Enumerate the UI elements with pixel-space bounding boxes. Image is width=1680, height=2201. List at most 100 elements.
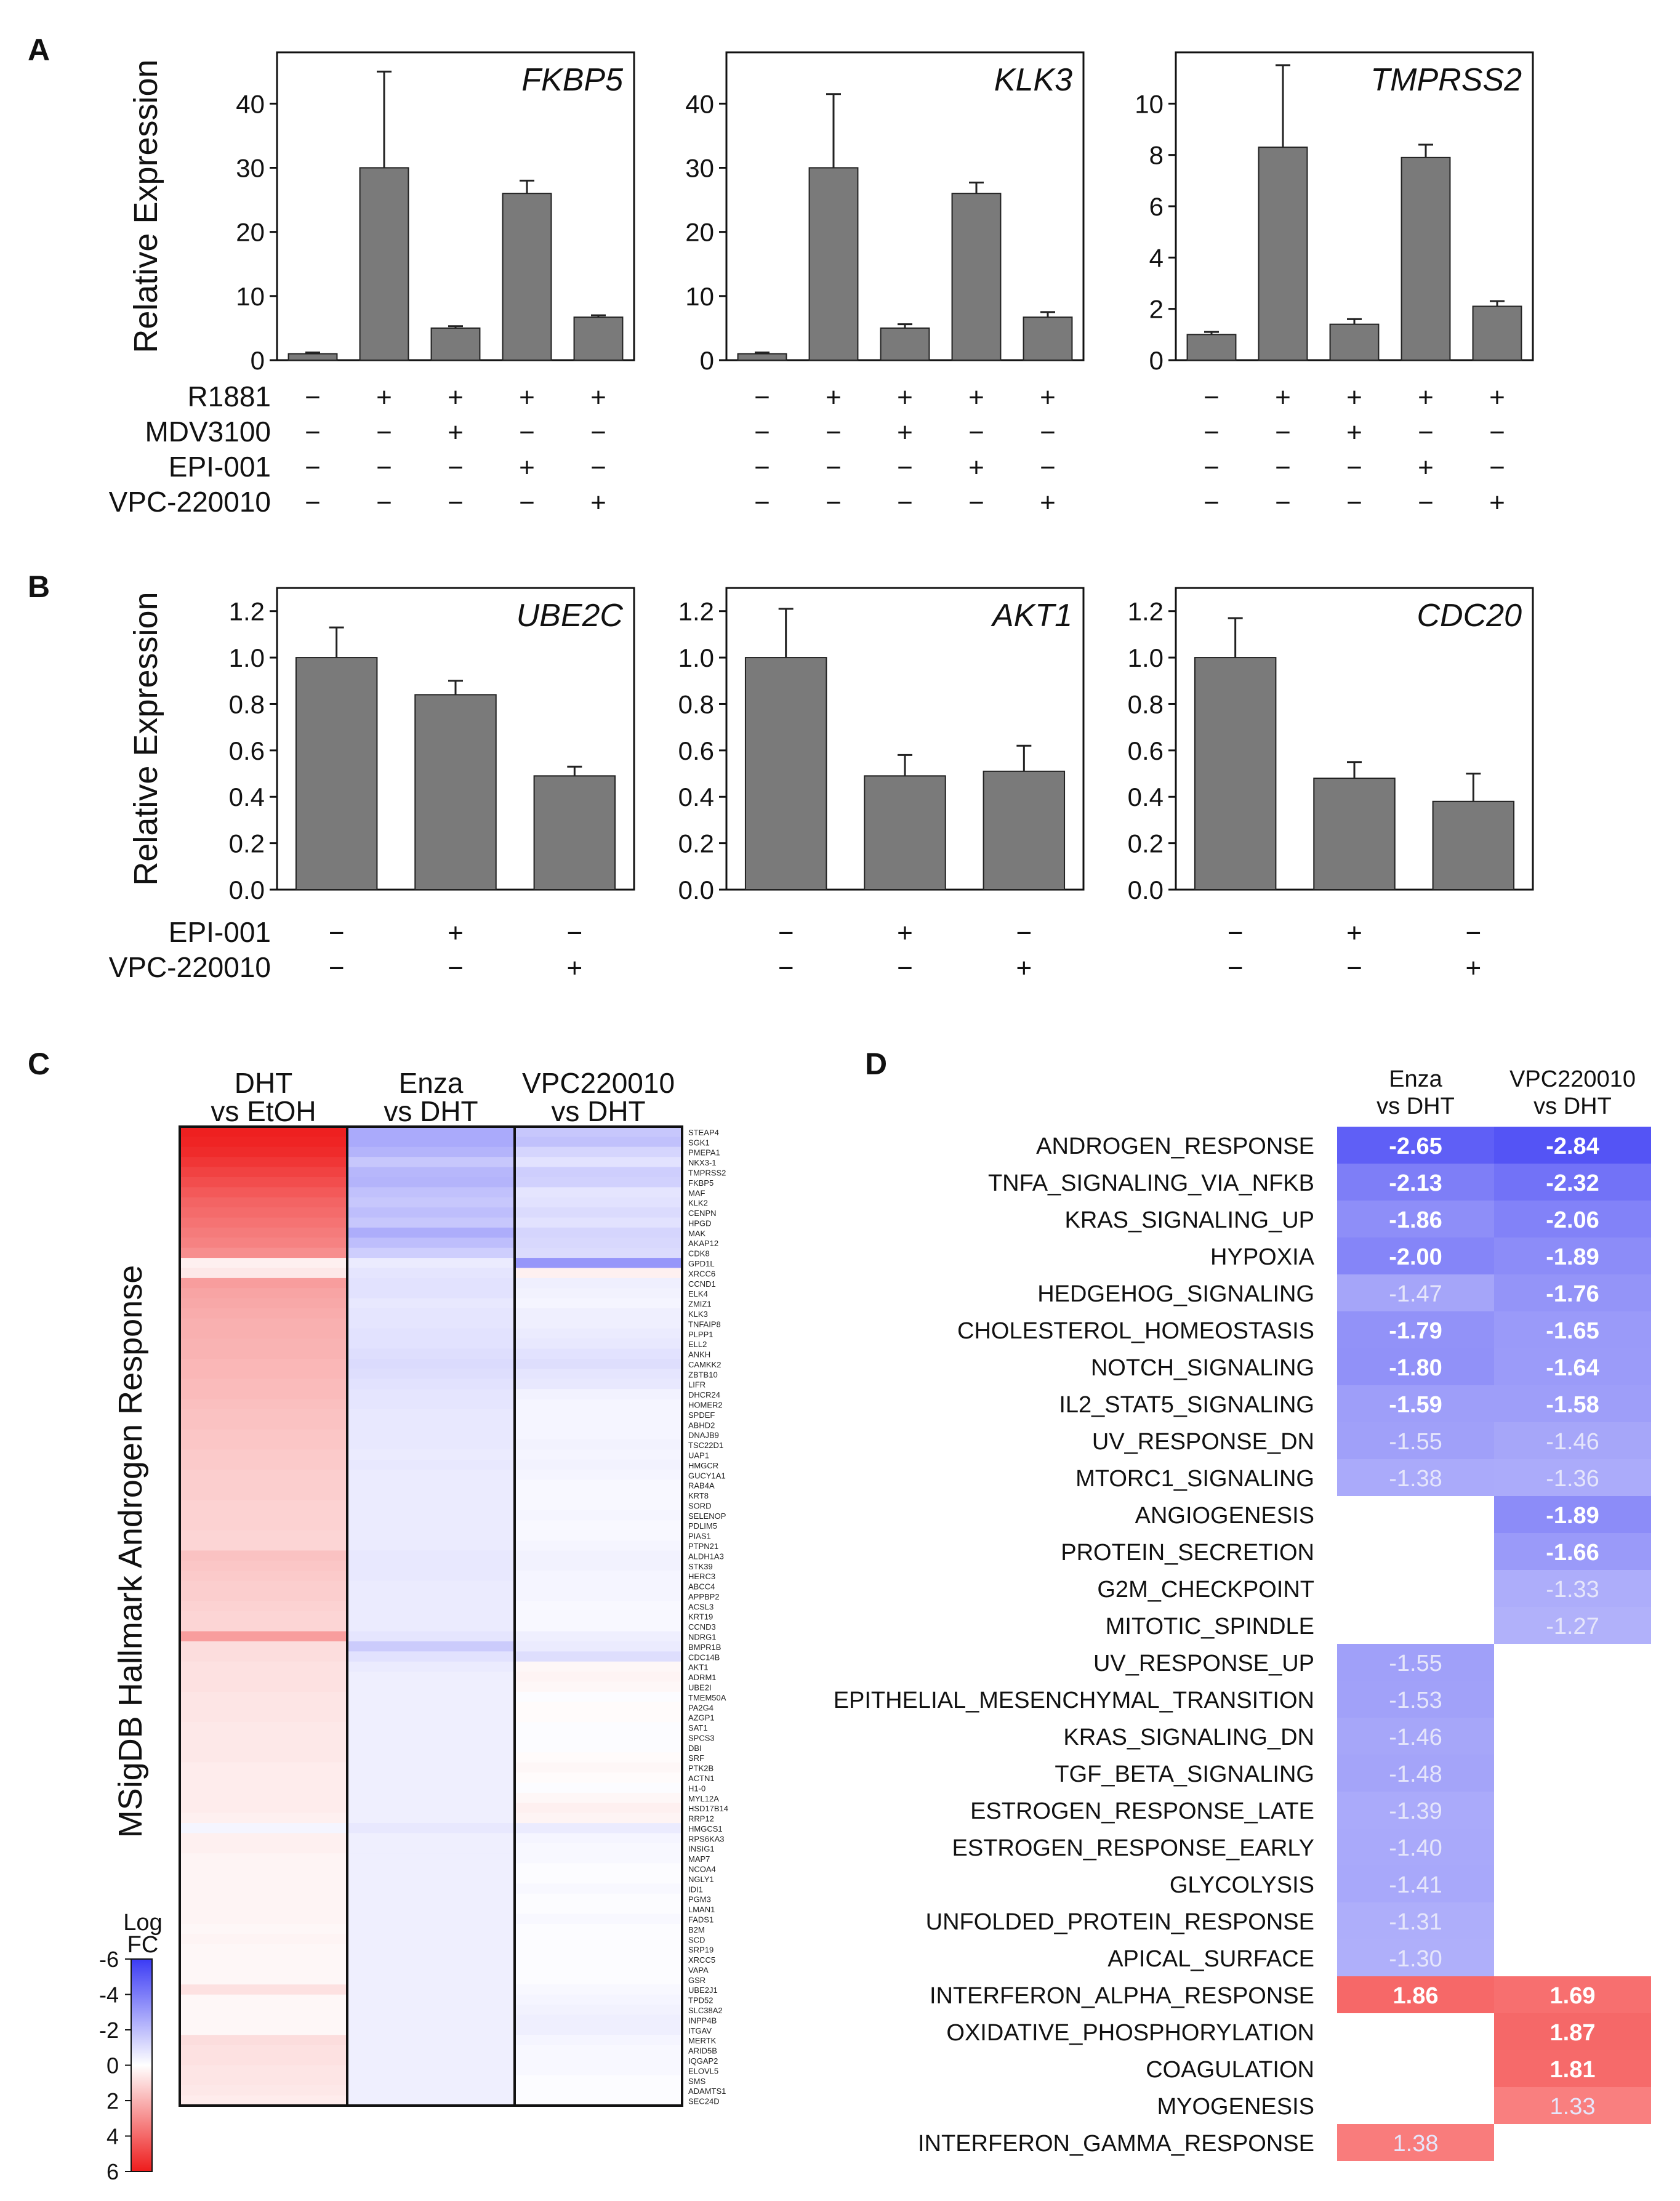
nes-cell xyxy=(1494,1607,1651,1644)
gene-label: XRCC6 xyxy=(688,1269,715,1278)
heatmap-cell xyxy=(515,1651,683,1662)
treatment-sign: − xyxy=(1204,417,1220,448)
panel-d-table: Enza vs DHT VPC220010 vs DHT ANDROGEN_RESPON… xyxy=(834,1066,1651,2161)
heatmap-cell xyxy=(347,1137,515,1148)
gene-label: NDRG1 xyxy=(688,1633,717,1642)
gene-label: IQGAP2 xyxy=(688,2056,718,2066)
table-column-header: Enza vs DHT xyxy=(1377,1066,1455,1119)
treatment-sign: + xyxy=(376,382,392,412)
heatmap-cell xyxy=(347,1217,515,1228)
heatmap-cell xyxy=(180,1853,348,1864)
bar xyxy=(744,657,827,890)
colorbar-tick-label: -4 xyxy=(99,1982,119,2008)
bar xyxy=(864,775,946,891)
heatmap-cell xyxy=(347,1672,515,1683)
heatmap-cell xyxy=(515,1146,683,1157)
gene-label: CAMKK2 xyxy=(688,1360,721,1369)
heatmap-cell xyxy=(180,2035,348,2046)
heatmap-cell xyxy=(180,1459,348,1470)
pathway-name: UNFOLDED_PROTEIN_RESPONSE xyxy=(926,1909,1314,1935)
heatmap-cell xyxy=(180,1268,348,1279)
gene-label: ABHD2 xyxy=(688,1420,715,1430)
heatmap-cell xyxy=(180,2014,348,2026)
heatmap-cell xyxy=(515,1873,683,1884)
treatment-sign: − xyxy=(448,488,464,518)
gene-label: SORD xyxy=(688,1501,712,1510)
y-tick-label: 1.0 xyxy=(1128,643,1164,672)
heatmap-cell xyxy=(180,1863,348,1874)
heatmap-cell xyxy=(515,1580,683,1591)
gene-label: TNFAIP8 xyxy=(688,1319,721,1329)
heatmap-cell xyxy=(347,1923,515,1934)
y-tick-label: 0.8 xyxy=(229,690,265,718)
heatmap-cell xyxy=(180,1893,348,1904)
nes-value: -1.31 xyxy=(1389,1909,1442,1935)
heatmap-cell xyxy=(515,1399,683,1410)
y-tick-label: 0.6 xyxy=(1128,736,1164,765)
heatmap-cell xyxy=(515,1792,683,1803)
panel-c-heatmap: DHT vs EtOH Enza vs DHT VPC220010 vs DHT STEAP… xyxy=(99,1067,728,2184)
nes-cell xyxy=(1494,1311,1651,1348)
treatment-sign: + xyxy=(1418,453,1434,483)
heatmap-cell xyxy=(515,1772,683,1784)
y-tick-label: 0.4 xyxy=(678,783,714,811)
heatmap-cell xyxy=(180,1470,348,1481)
heatmap-cell xyxy=(180,1510,348,1521)
bar xyxy=(1401,156,1451,361)
heatmap-cell xyxy=(180,1621,348,1632)
heatmap-cell xyxy=(515,1318,683,1329)
gene-label: B2M xyxy=(688,1925,705,1934)
gene-label: NCOA4 xyxy=(688,1865,716,1874)
heatmap-cell xyxy=(347,1439,515,1451)
nes-value: -1.46 xyxy=(1389,1724,1442,1750)
y-tick-label: 0.4 xyxy=(229,783,265,811)
heatmap-cell xyxy=(347,1691,515,1702)
heatmap-cell xyxy=(347,1591,515,1602)
bar xyxy=(1313,778,1396,890)
heatmap-cell xyxy=(515,2035,683,2046)
treatment-sign: − xyxy=(448,953,464,983)
bar xyxy=(1432,800,1515,891)
heatmap-cell xyxy=(347,1318,515,1329)
heatmap-cell xyxy=(180,1328,348,1339)
heatmap-cell xyxy=(180,2024,348,2035)
heatmap-cell xyxy=(347,1470,515,1481)
heatmap-cell xyxy=(347,1207,515,1218)
treatment-sign: + xyxy=(566,953,582,983)
treatment-sign: + xyxy=(1465,953,1481,983)
treatment-sign: + xyxy=(897,918,913,948)
heatmap-cell xyxy=(347,1863,515,1874)
gene-label: TMEM50A xyxy=(688,1693,726,1702)
gene-label: STEAP4 xyxy=(688,1128,719,1137)
treatment-sign: + xyxy=(1489,488,1505,518)
gene-label: PDLIM5 xyxy=(688,1521,717,1531)
gene-label: ELOVL5 xyxy=(688,2066,718,2075)
gene-label: PMEPA1 xyxy=(688,1148,720,1157)
treatment-sign: − xyxy=(754,488,770,518)
heatmap-cell xyxy=(347,1904,515,1915)
gene-label: KLK2 xyxy=(688,1199,708,1208)
bar xyxy=(430,327,481,361)
heatmap-cell xyxy=(515,1803,683,1814)
heatmap-cell xyxy=(515,1177,683,1188)
heatmap-cell xyxy=(515,2014,683,2026)
nes-value: 1.69 xyxy=(1550,1983,1596,2009)
gene-label: XRCC5 xyxy=(688,1955,715,1965)
heatmap-cell xyxy=(180,1672,348,1683)
heatmap-cell xyxy=(347,1964,515,1975)
gene-label: ITGAV xyxy=(688,2026,712,2035)
heatmap-cell xyxy=(347,1954,515,1965)
nes-cell xyxy=(1337,1385,1494,1422)
pathway-name: ESTROGEN_RESPONSE_LATE xyxy=(970,1798,1314,1824)
bar xyxy=(1472,305,1522,361)
heatmap-cell xyxy=(515,1429,683,1440)
heatmap-cell xyxy=(347,1934,515,1945)
heatmap-cell xyxy=(347,1359,515,1370)
treatment-sign: + xyxy=(1016,953,1032,983)
heatmap-cell xyxy=(180,1641,348,1652)
heatmap-cell xyxy=(515,1591,683,1602)
gene-label: FKBP5 xyxy=(688,1178,713,1188)
nes-cell xyxy=(1337,1237,1494,1274)
gene-label: MAP7 xyxy=(688,1854,710,1864)
heatmap-cell xyxy=(180,1823,348,1834)
